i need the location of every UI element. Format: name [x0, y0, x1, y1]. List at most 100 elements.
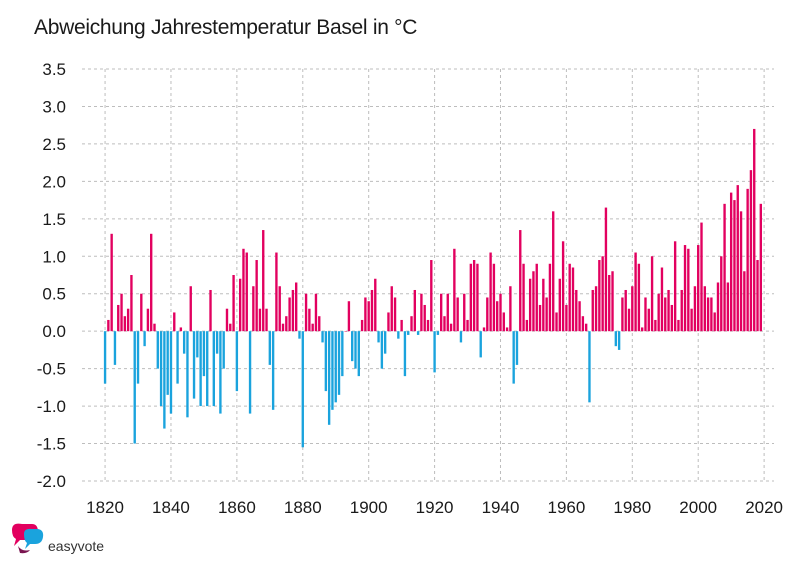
bar-1919 [430, 260, 433, 332]
bar-1895 [351, 331, 354, 362]
bar-1855 [219, 331, 222, 414]
bar-1870 [268, 331, 272, 365]
bar-1959 [561, 241, 565, 332]
bar-1937 [489, 252, 492, 332]
bar-1825 [120, 293, 123, 332]
bar-1837 [159, 331, 163, 407]
bar-1830 [136, 331, 140, 384]
bar-1963 [575, 289, 578, 332]
bar-1973 [608, 275, 611, 332]
gridlines [82, 68, 774, 482]
bar-1970 [598, 260, 601, 332]
bar-1913 [410, 316, 413, 332]
y-axis-ticks: 3.5 3.0 2.5 2.0 1.5 1.0 0.5 0.0 -0.5 -1.0 -1.5 -2.0 [37, 60, 66, 491]
bar-1979 [627, 308, 631, 332]
bar-1958 [558, 278, 561, 332]
bars [103, 128, 763, 448]
bar-1953 [542, 278, 545, 332]
bar-1899 [364, 297, 367, 332]
bar-1896 [354, 331, 357, 369]
bar-1824 [117, 304, 120, 332]
bar-1886 [321, 331, 324, 343]
bar-1978 [624, 289, 627, 332]
bar-1923 [443, 316, 446, 332]
bar-1876 [288, 297, 291, 332]
bar-1943 [509, 286, 512, 332]
y-tick-label: 0.5 [42, 285, 66, 304]
bar-1867 [258, 308, 262, 332]
bar-1931 [469, 263, 473, 332]
easyvote-logo: easyvote [8, 520, 148, 560]
y-tick-label: -1.0 [37, 397, 66, 416]
bar-1935 [482, 327, 486, 332]
bar-1921 [436, 331, 440, 335]
bar-1908 [393, 297, 397, 332]
bar-1869 [265, 308, 268, 332]
bar-1879 [298, 331, 301, 339]
bar-1835 [153, 323, 156, 332]
bar-1933 [476, 263, 479, 332]
bar-2016 [749, 170, 753, 332]
bar-1968 [591, 289, 594, 332]
bar-1982 [637, 263, 641, 332]
bar-1939 [496, 301, 499, 332]
bar-1929 [463, 293, 466, 332]
bar-1998 [690, 308, 693, 332]
bar-1992 [670, 304, 674, 332]
bar-1969 [594, 286, 598, 332]
bar-1915 [416, 331, 420, 335]
bar-1920 [433, 331, 436, 373]
bar-1945 [515, 331, 519, 365]
bar-1891 [337, 331, 341, 395]
brand-name: easyvote [48, 538, 105, 554]
bar-1974 [611, 271, 614, 332]
bar-1914 [413, 289, 417, 332]
bar-1904 [380, 331, 384, 369]
bar-1874 [281, 323, 285, 332]
bar-1906 [387, 312, 390, 332]
bar-1980 [631, 286, 634, 332]
x-tick-label: 2020 [745, 498, 783, 517]
bar-2010 [729, 192, 733, 332]
bar-1934 [479, 331, 482, 358]
bar-1910 [400, 319, 403, 332]
bar-1845 [186, 331, 189, 418]
bar-1840 [169, 331, 173, 414]
bar-1834 [150, 233, 153, 332]
bar-1893 [344, 331, 347, 332]
bar-1859 [232, 275, 235, 332]
bar-1888 [327, 331, 331, 425]
bar-1862 [242, 248, 245, 332]
bar-1853 [212, 331, 215, 407]
bar-1971 [601, 256, 604, 332]
bar-1901 [370, 289, 374, 332]
bar-1865 [252, 286, 255, 332]
bar-1962 [571, 267, 575, 332]
bar-1922 [439, 293, 443, 332]
bar-1988 [657, 293, 660, 332]
bar-1827 [126, 308, 130, 332]
bar-1846 [189, 286, 192, 332]
bar-1857 [225, 308, 229, 332]
bar-1833 [146, 308, 150, 332]
bar-1839 [166, 331, 169, 395]
bar-2017 [753, 128, 756, 332]
bar-1872 [275, 252, 278, 332]
bar-1849 [199, 331, 202, 407]
bar-2012 [736, 185, 739, 332]
bar-1986 [650, 256, 654, 332]
bar-1932 [472, 260, 476, 332]
bar-1951 [535, 263, 538, 332]
x-tick-label: 1820 [86, 498, 124, 517]
bar-1907 [390, 286, 393, 332]
bar-1854 [215, 331, 219, 354]
bar-1983 [641, 327, 644, 332]
bar-1885 [318, 316, 321, 332]
bar-1938 [492, 263, 496, 332]
bar-1941 [502, 312, 505, 332]
bar-1894 [347, 301, 351, 332]
bar-2003 [706, 297, 710, 332]
bar-2006 [716, 282, 720, 332]
bar-1842 [176, 331, 179, 384]
bar-1887 [324, 331, 328, 392]
